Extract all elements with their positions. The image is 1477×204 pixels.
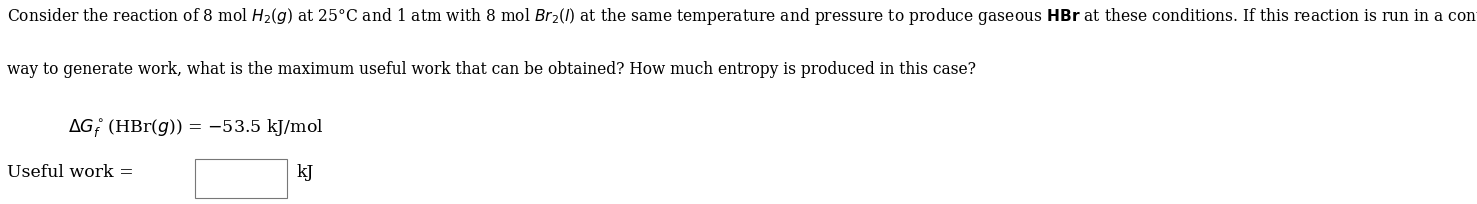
Text: kJ: kJ [297,163,315,180]
Text: Useful work =: Useful work = [7,163,140,180]
FancyBboxPatch shape [195,159,287,198]
Text: Consider the reaction of 8 mol $H_2$($g$) at 25°C and 1 atm with 8 mol $Br_2$($l: Consider the reaction of 8 mol $H_2$($g$… [7,6,1477,27]
Text: way to generate work, what is the maximum useful work that can be obtained? How : way to generate work, what is the maximu… [7,61,976,78]
Text: $\Delta G_f^\circ$(HBr($g$)) = $-$53.5 kJ/mol: $\Delta G_f^\circ$(HBr($g$)) = $-$53.5 k… [68,116,323,138]
